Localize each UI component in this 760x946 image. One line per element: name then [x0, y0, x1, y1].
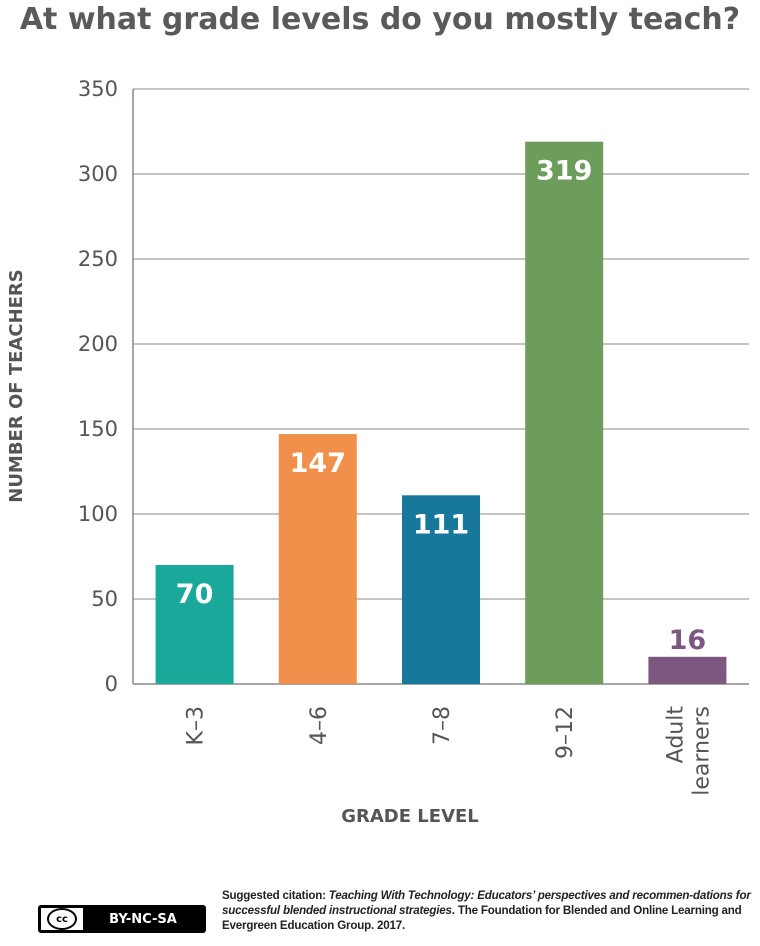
chart-title: At what grade levels do you mostly teach… [19, 2, 741, 37]
bar-chart: 0 50 100 150 200 250 300 350 70 K–3 147 4–6 111 7–8 31… [6, 77, 749, 827]
citation-suffix: . The Foundation for Blended and Online … [222, 904, 742, 932]
y-tick-label: 300 [78, 162, 118, 186]
license-label: BY-NC-SA [83, 908, 203, 930]
x-category-label: 7–8 [430, 706, 455, 745]
cc-license-badge: cc BY-NC-SA [38, 905, 206, 933]
cc-icon: cc [47, 908, 77, 930]
y-tick-label: 250 [78, 247, 118, 271]
citation-title: Teaching With Technology: Educators’ per… [222, 889, 751, 917]
citation: Suggested citation: Teaching With Techno… [222, 888, 758, 933]
bar [155, 565, 234, 684]
x-axis-title: GRADE LEVEL [341, 806, 479, 827]
data-label: 70 [176, 579, 214, 610]
x-category-label: 4–6 [307, 706, 332, 745]
y-axis-title: NUMBER OF TEACHERS [6, 269, 27, 503]
bar [525, 141, 604, 684]
data-label: 319 [536, 156, 592, 187]
y-tick-label: 200 [78, 332, 118, 356]
y-tick-label: 100 [78, 502, 118, 526]
y-tick-label: 150 [78, 417, 118, 441]
bar [402, 495, 480, 684]
x-category-label: Adult [663, 706, 688, 764]
bar [648, 656, 727, 684]
data-label: 16 [669, 625, 707, 656]
y-tick-label: 50 [91, 587, 118, 611]
y-tick-label: 0 [105, 672, 118, 696]
data-label: 147 [290, 448, 346, 479]
data-label: 111 [413, 509, 469, 540]
x-category-label: K–3 [184, 706, 209, 745]
y-tick-label: 350 [78, 77, 118, 101]
citation-prefix: Suggested citation: [222, 889, 329, 902]
x-category-label: learners [689, 706, 714, 796]
x-category-label: 9–12 [553, 706, 578, 759]
bar [278, 434, 357, 684]
